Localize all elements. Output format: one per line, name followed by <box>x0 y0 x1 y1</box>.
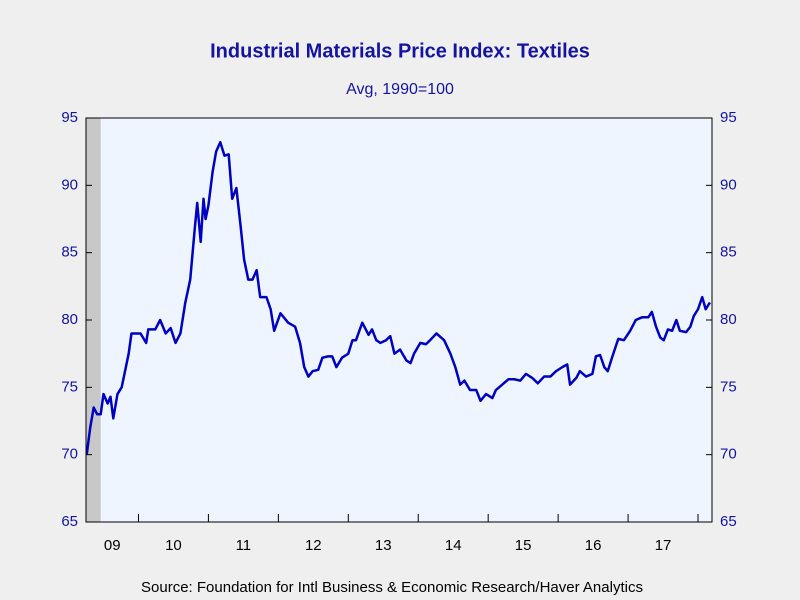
chart-subtitle: Avg, 1990=100 <box>346 81 454 98</box>
recession-band <box>86 118 101 522</box>
source-note: Source: Foundation for Intl Business & E… <box>141 579 643 596</box>
y2-tick-label: 95 <box>720 109 737 126</box>
y-tick-label: 85 <box>61 244 78 261</box>
plot-area <box>86 118 712 522</box>
x-tick-label: 15 <box>515 537 532 554</box>
x-tick-label: 12 <box>305 537 322 554</box>
x-tick-label: 14 <box>445 537 462 554</box>
y2-tick-label: 85 <box>720 244 737 261</box>
y-tick-label: 90 <box>61 176 78 193</box>
x-tick-label: 10 <box>165 537 182 554</box>
x-tick-label: 16 <box>585 537 602 554</box>
y2-tick-label: 65 <box>720 513 737 530</box>
y-tick-label: 70 <box>61 446 78 463</box>
y2-tick-label: 70 <box>720 446 737 463</box>
x-tick-label: 11 <box>236 537 252 554</box>
data-line <box>85 140 711 455</box>
y2-tick-label: 80 <box>720 311 737 328</box>
y-tick-label: 95 <box>61 109 78 126</box>
y2-tick-label: 75 <box>720 378 737 395</box>
y-tick-label: 75 <box>61 378 78 395</box>
y2-tick-label: 90 <box>720 176 737 193</box>
y-tick-label: 65 <box>61 513 78 530</box>
chart-title: Industrial Materials Price Index: Textil… <box>210 40 590 62</box>
plot-border <box>85 117 713 523</box>
x-tick-label: 17 <box>655 537 672 554</box>
y-tick-label: 80 <box>61 311 78 328</box>
x-tick-label: 13 <box>375 537 392 554</box>
x-tick-label: 09 <box>104 537 121 554</box>
